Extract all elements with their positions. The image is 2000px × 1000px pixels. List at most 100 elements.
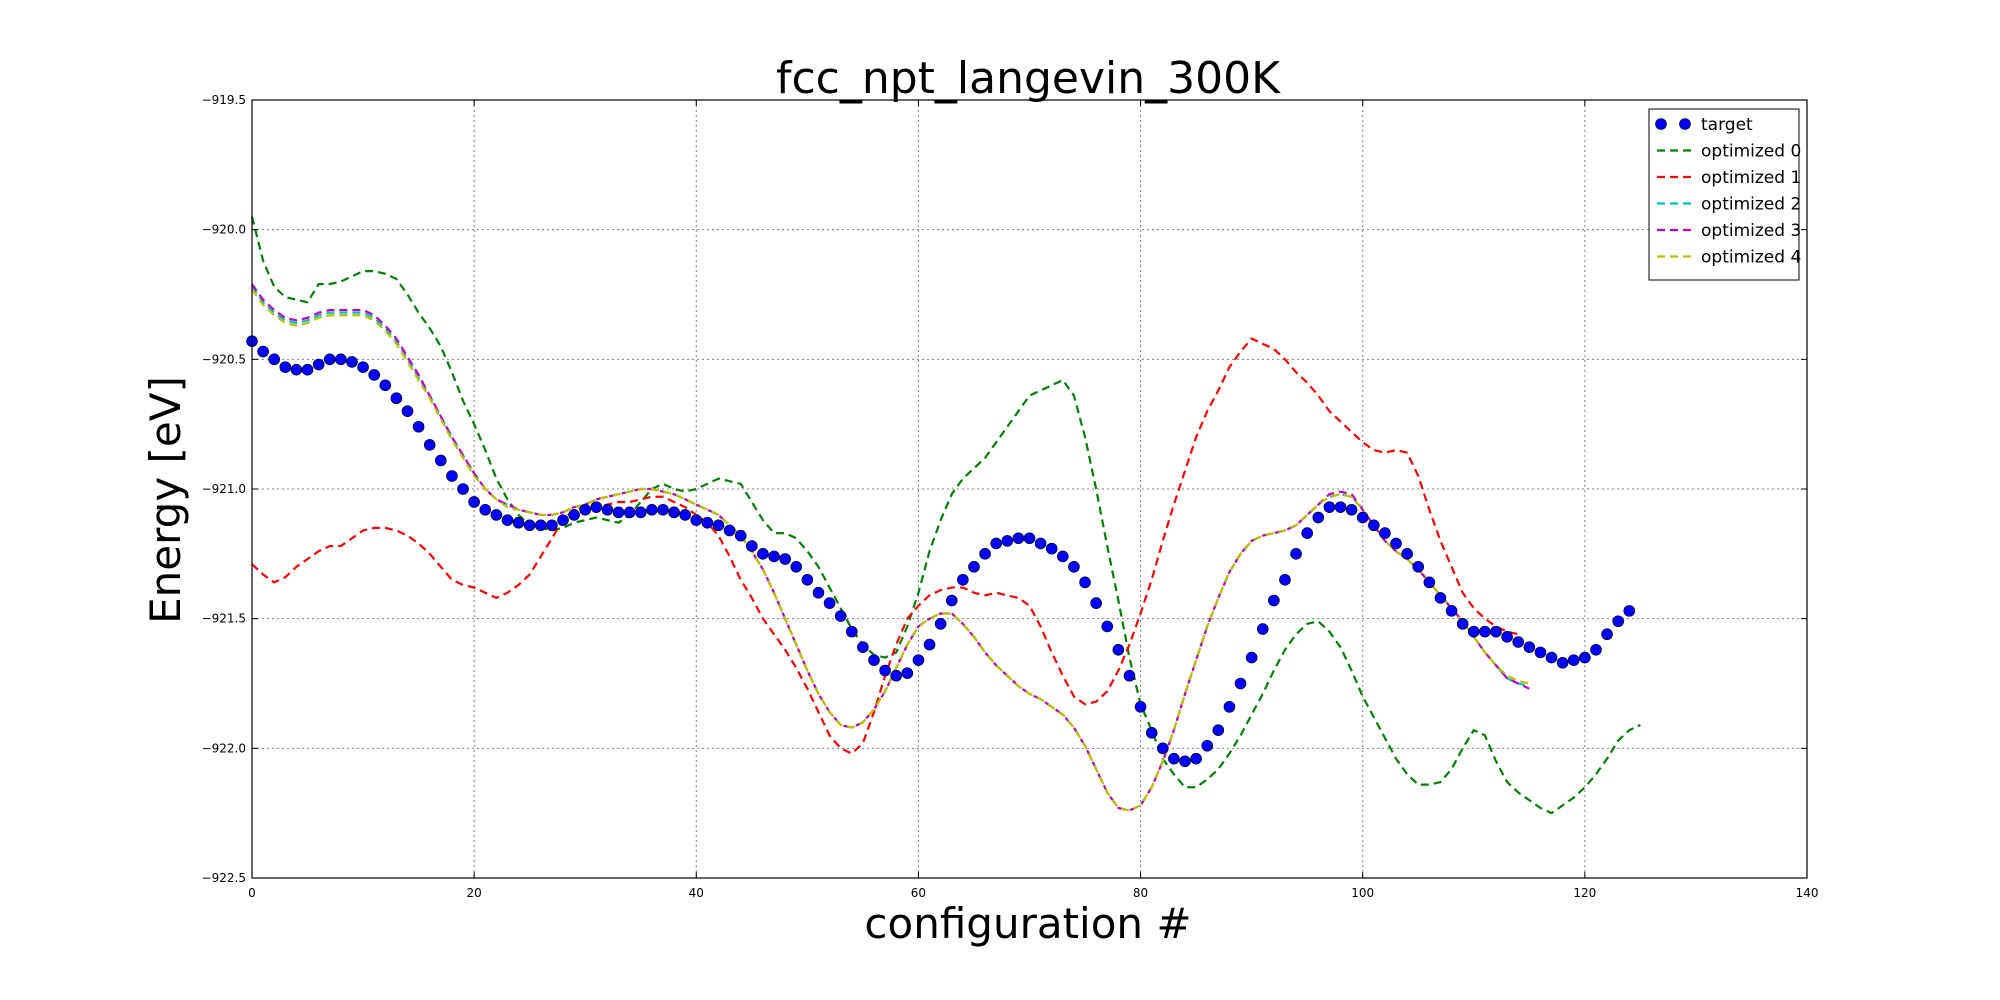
target-point [1534,646,1547,659]
y-tick-label: −922.5 [202,871,246,885]
target-point [690,514,703,526]
target-point [945,594,958,607]
target-point [1390,537,1402,550]
target-point [1134,701,1147,713]
target-point [679,509,691,521]
target-point [845,625,858,638]
x-tick-label: 40 [689,886,704,900]
plot-series [246,216,1641,815]
axis-ticks: 0 20 40 60 80 100 120 140 −922.5 −922.0 −921.5 −921… [202,93,1819,900]
target-point [923,638,936,651]
x-tick-label: 140 [1796,886,1819,900]
target-point [801,573,814,586]
target-point [968,560,980,573]
target-point [279,361,292,373]
target-point [701,516,714,529]
target-point [1156,742,1169,755]
target-point [1623,605,1636,617]
y-tick-label: −922.0 [202,741,246,755]
target-point [712,519,725,532]
target-point [534,519,547,532]
legend-label: optimized 2 [1701,195,1801,215]
target-point [979,548,991,560]
target-point [1434,592,1447,604]
target-point [1312,511,1325,524]
target-point [1234,677,1247,690]
y-tick-label: −920.5 [202,352,246,366]
target-point [757,548,769,560]
legend-marker [1655,118,1667,130]
legend-label: optimized 3 [1701,221,1801,241]
y-axis-label: Energy [eV] [141,376,190,624]
legend-label: target [1701,115,1753,135]
target-point [1345,503,1358,516]
target-point [568,509,580,521]
target-point [768,550,780,563]
chart-title: fcc_npt_langevin_300K [776,53,1281,104]
legend-label: optimized 4 [1701,248,1801,268]
series-line-optimized-0 [250,216,1641,815]
x-tick-label: 0 [248,886,256,900]
target-point [1290,548,1302,560]
target-point [601,503,614,516]
target-point [1268,594,1280,607]
target-point [1334,501,1347,513]
target-point [523,519,536,532]
target-point [390,392,403,405]
target-point [335,353,347,366]
target-point [1201,739,1214,752]
target-point [1023,532,1036,545]
target-point [1190,752,1202,765]
legend: target optimized 0 optimized 1 optimized 2 o… [1648,108,1801,281]
target-point [779,553,791,565]
target-point [1223,701,1236,713]
target-point [401,405,414,418]
target-point [501,514,514,526]
target-point [1479,625,1491,638]
legend-item: target [1655,115,1753,135]
target-point [1145,726,1158,739]
target-point [1179,755,1191,768]
target-point [257,345,269,358]
target-point [934,618,947,630]
target-point [512,516,525,529]
target-point [1245,651,1258,664]
target-point [590,501,603,513]
target-point [1612,615,1624,628]
target-point [546,519,558,532]
legend-box [1648,108,1800,281]
target-point [1512,636,1525,648]
target-point [990,537,1002,550]
target-point [490,509,503,521]
target-point [1356,511,1369,524]
target-point [457,483,469,495]
target-point [346,356,358,368]
target-point [668,506,680,519]
target-point [1112,643,1125,656]
target-point [790,560,803,573]
target-point [857,641,869,653]
series-line-optimized-4 [251,288,1530,812]
target-point [1456,618,1469,630]
target-point [1057,550,1069,563]
target-point [1579,651,1591,664]
target-point [890,669,903,682]
target-point [901,667,914,679]
x-tick-label: 60 [911,886,926,900]
target-point [1556,656,1569,669]
target-point [446,470,458,482]
target-point [1567,654,1580,666]
y-tick-label: −921.5 [202,612,246,626]
legend-item: optimized 1 [1657,168,1801,188]
target-point [1601,628,1613,641]
target-point [1445,605,1458,617]
target-point [468,496,480,508]
target-point [357,361,369,373]
target-point [557,514,569,526]
target-point [623,506,636,519]
legend-item: optimized 2 [1657,195,1801,215]
target-point [657,503,669,516]
x-tick-label: 100 [1351,886,1374,900]
legend-marker [1679,118,1691,130]
target-point [834,610,847,622]
